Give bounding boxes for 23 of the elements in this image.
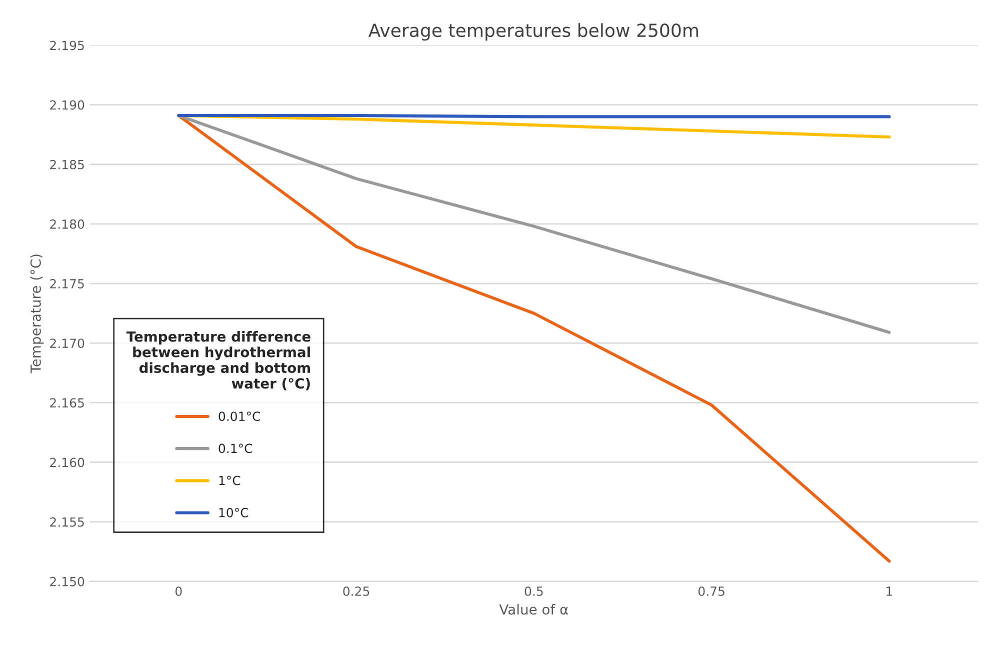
y-tick-label: 2.165: [50, 398, 84, 408]
chart-title: Average temperatures below 2500m: [368, 23, 698, 41]
y-tick-label: 2.180: [50, 219, 84, 229]
y-tick-label: 2.170: [50, 338, 84, 348]
y-tick-label: 2.175: [50, 278, 84, 288]
y-tick-label: 2.160: [50, 458, 84, 468]
x-axis-title: Value of α: [499, 604, 568, 615]
y-tick-label: 2.190: [50, 100, 84, 110]
y-tick-label: 2.185: [50, 160, 84, 170]
x-tick-label: 0.75: [698, 586, 724, 596]
y-tick-label: 2.195: [50, 40, 84, 50]
legend-title: Temperature difference between hydrothermal discharge and bottom water (°C): [126, 331, 310, 390]
legend-label: 0.01°C: [218, 412, 260, 422]
y-tick-label: 2.155: [50, 517, 84, 527]
x-tick-label: 0: [175, 586, 182, 596]
legend-label: 1°C: [219, 476, 240, 486]
x-tick-label: 1: [886, 586, 892, 596]
y-tick-label: 2.150: [50, 576, 84, 586]
x-tick-label: 0.5: [524, 586, 543, 596]
legend-label: 10°C: [219, 508, 248, 518]
y-axis-title: Temperature (°C): [30, 254, 44, 374]
x-tick-label: 0.25: [343, 586, 370, 596]
legend-label: 0.1°C: [218, 444, 252, 454]
